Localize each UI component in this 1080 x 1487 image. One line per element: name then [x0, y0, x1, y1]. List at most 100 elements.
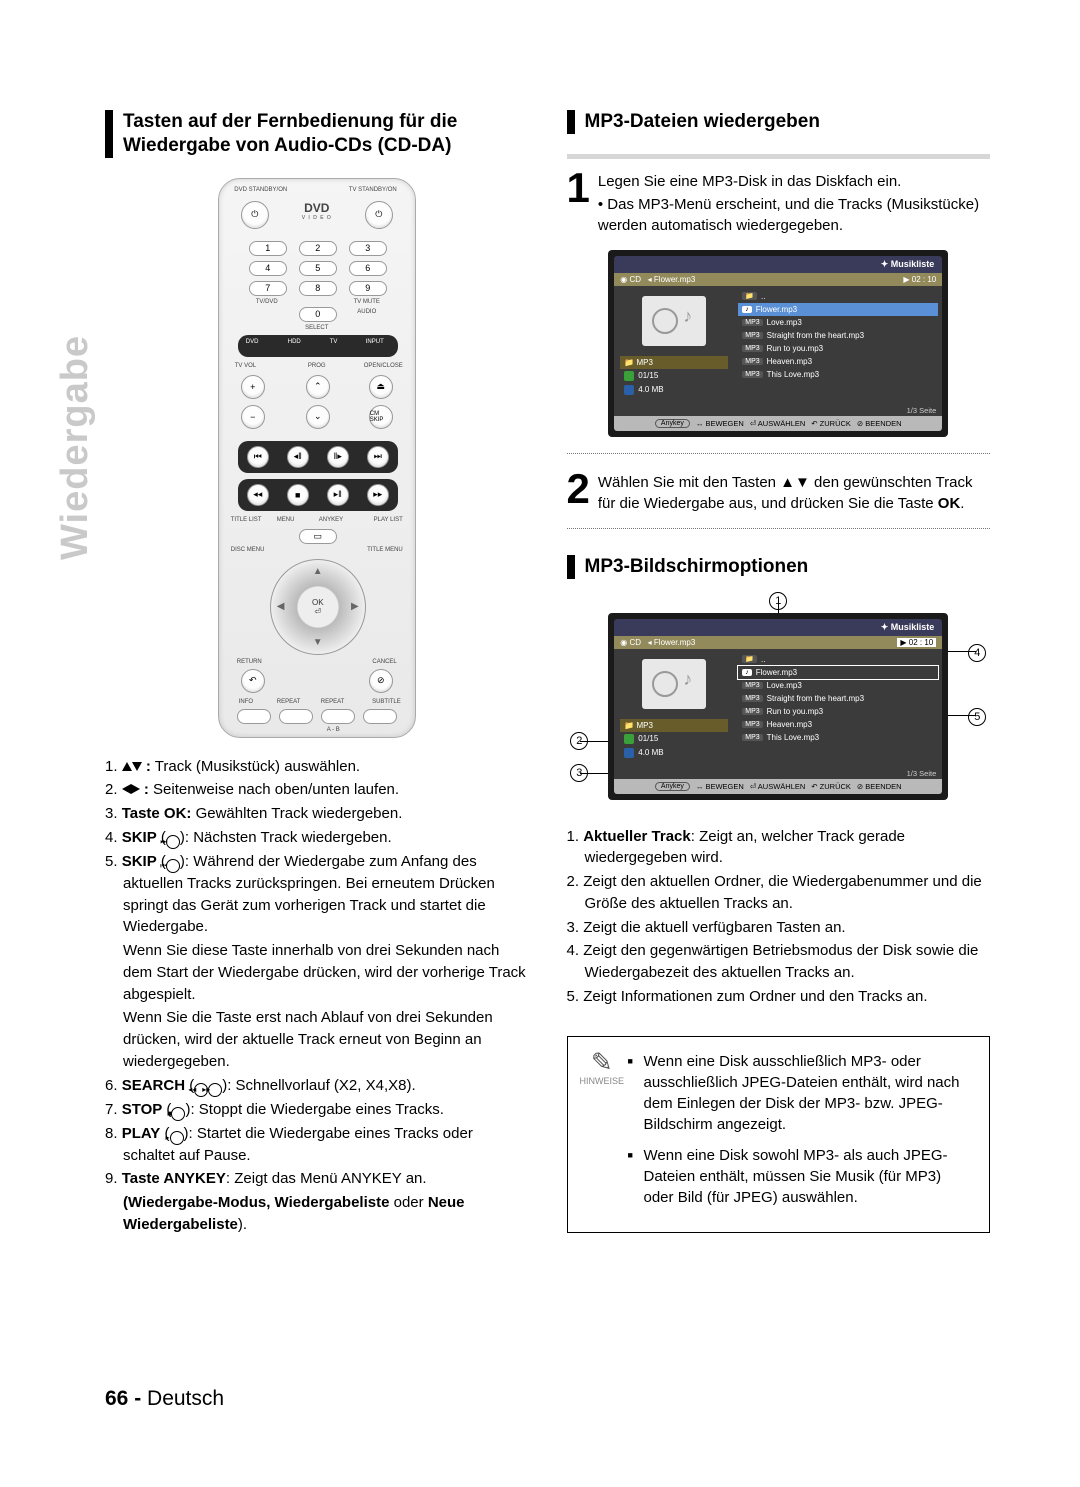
- cancel-icon: ⊘: [369, 669, 393, 693]
- num-button: 6: [349, 261, 387, 276]
- dvd-logo-sub: V I D E O: [219, 215, 415, 221]
- remote-label: INPUT: [366, 339, 384, 345]
- size-icon: [624, 385, 634, 395]
- step-back-icon: ◂‖: [287, 446, 309, 468]
- transport-bar: ⏮ ◂‖ ‖▸ ⏭: [238, 441, 398, 473]
- stop-icon: ■: [171, 1107, 185, 1121]
- source-bar: DVD HDD TV INPUT: [238, 335, 398, 357]
- step-fwd-icon: ‖▸: [327, 446, 349, 468]
- left-heading: Tasten auf der Fernbedienung für die Wie…: [105, 110, 529, 158]
- remote-label: SELECT: [219, 325, 415, 331]
- now-playing-icon: ♪: [742, 306, 752, 313]
- list-item: 7. STOP (■): Stoppt die Wiedergabe eines…: [105, 1099, 529, 1121]
- remote-label: PLAY LIST: [374, 517, 403, 523]
- note-item: Wenn eine Disk ausschließlich MP3- oder …: [628, 1051, 976, 1135]
- page-indicator: 1/3 Seite: [614, 768, 942, 779]
- num-button: 7: [249, 281, 287, 296]
- remote-label: TV/DVD: [243, 299, 291, 305]
- ffwd-icon: ▸▸: [367, 484, 389, 506]
- divider: [567, 154, 991, 159]
- info-button: [237, 709, 271, 724]
- list-item: 3. Zeigt die aktuell verfügbaren Tasten …: [567, 917, 991, 939]
- screen-options-list: 1. Aktueller Track: Zeigt an, welcher Tr…: [567, 826, 991, 1008]
- anykey-button: ▭: [299, 529, 337, 544]
- repeat-ab-button: [321, 709, 355, 724]
- mp3-icon: MP3: [742, 721, 762, 728]
- remote-label: REPEAT: [277, 699, 301, 705]
- subtitle-button: [363, 709, 397, 724]
- remote-label: A - B: [327, 727, 340, 733]
- num-button: 5: [299, 261, 337, 276]
- track-list: 📁.. ♪Flower.mp3 MP3Love.mp3 MP3Straight …: [734, 286, 942, 405]
- list-item: 8. PLAY (▸): Startet die Wiedergabe eine…: [105, 1123, 529, 1167]
- remote-label: TV STANDBY/ON: [345, 187, 401, 193]
- remote-label: DVD STANDBY/ON: [233, 187, 289, 193]
- num-button: 4: [249, 261, 287, 276]
- mp3-icon: MP3: [742, 695, 762, 702]
- album-art-icon: [642, 296, 706, 346]
- remote-functions-list: 1. : Track (Musikstück) auswählen. 2. : …: [105, 756, 529, 1236]
- up-icon: [122, 762, 132, 771]
- list-item: 2. Zeigt den aktuellen Ordner, die Wiede…: [567, 871, 991, 915]
- rewind-icon: ◂◂: [247, 484, 269, 506]
- num-button: 1: [249, 241, 287, 256]
- osd-footer: Anykey ↔ BEWEGEN ⏎ AUSWÄHLEN ↶ ZURÜCK ⊘ …: [614, 779, 942, 794]
- transport-bar: ◂◂ ■ ▸‖ ▸▸: [238, 479, 398, 511]
- main-columns: Tasten auf der Fernbedienung für die Wie…: [105, 110, 990, 1238]
- repeat-button: [279, 709, 313, 724]
- remote-label: DVD: [246, 339, 259, 345]
- mp3-icon: MP3: [742, 332, 762, 339]
- divider: [567, 528, 991, 529]
- list-item: (Wiedergabe-Modus, Wiedergabeliste oder …: [105, 1192, 529, 1236]
- list-item: Wenn Sie die Taste erst nach Ablauf von …: [105, 1007, 529, 1072]
- right-heading-2: MP3-Bildschirmoptionen: [567, 555, 991, 579]
- list-item: 6. SEARCH (◂◂▸▸): Schnellvorlauf (X2, X4…: [105, 1075, 529, 1097]
- dpad: ▲ ▼ ◀ ▶: [270, 559, 366, 655]
- mp3-icon: MP3: [742, 371, 762, 378]
- vol-down-icon: −: [241, 405, 265, 429]
- left-column: Tasten auf der Fernbedienung für die Wie…: [105, 110, 529, 1238]
- list-item: 4. SKIP (⏭): Nächsten Track wiedergeben.: [105, 827, 529, 849]
- step-number: 2: [567, 472, 590, 510]
- play-status-icon: [624, 371, 634, 381]
- play-status-icon: [624, 734, 634, 744]
- remote-label: ANYKEY: [319, 517, 343, 523]
- eject-icon: ⏏: [369, 375, 393, 399]
- step-2: 2 Wählen Sie mit den Tasten ▲▼ den gewün…: [567, 472, 991, 514]
- prog-up-icon: ⌃: [306, 375, 330, 399]
- remote-label: CANCEL: [372, 659, 396, 665]
- now-playing-icon: ♪: [742, 669, 752, 676]
- mp3-icon: MP3: [742, 358, 762, 365]
- remote-label: TITLE MENU: [367, 547, 403, 553]
- list-item: 5. Zeigt Informationen zum Ordner und de…: [567, 986, 991, 1008]
- next-icon: ⏭: [367, 446, 389, 468]
- prog-down-icon: ⌄: [306, 405, 330, 429]
- remote-label: TITLE LIST: [231, 517, 262, 523]
- mp3-icon: MP3: [742, 734, 762, 741]
- num-button: 9: [349, 281, 387, 296]
- osd-footer: Anykey ↔ BEWEGEN ⏎ AUSWÄHLEN ↶ ZURÜCK ⊘ …: [614, 416, 942, 431]
- dvd-logo: DVD: [219, 201, 415, 215]
- right-heading-1: MP3-Dateien wiedergeben: [567, 110, 991, 134]
- search-icon: ▸▸: [208, 1083, 222, 1097]
- page-footer: 66 - Deutsch: [105, 1387, 224, 1411]
- side-tab-label: Wiedergabe: [54, 335, 97, 560]
- skip-prev-icon: ⏮: [166, 859, 180, 873]
- step-1: 1 Legen Sie eine MP3-Disk in das Diskfac…: [567, 171, 991, 236]
- note-icon: ✎HINWEISE: [580, 1049, 625, 1088]
- remote-label: HDD: [288, 339, 301, 345]
- list-item: 3. Taste OK: Gewählten Track wiedergeben…: [105, 803, 529, 825]
- skip-next-icon: ⏭: [166, 835, 180, 849]
- note-item: Wenn eine Disk sowohl MP3- als auch JPEG…: [628, 1145, 976, 1208]
- num-button: 2: [299, 241, 337, 256]
- num-button: 3: [349, 241, 387, 256]
- return-icon: ↶: [241, 669, 265, 693]
- play-pause-icon: ▸‖: [327, 484, 349, 506]
- remote-illustration: DVD STANDBY/ON TV STANDBY/ON ⏻ ⏻ DVD V I…: [218, 178, 416, 738]
- hints-box: ✎HINWEISE Wenn eine Disk ausschließlich …: [567, 1036, 991, 1233]
- folder-icon: 📁: [742, 292, 757, 300]
- callout-5: 5: [968, 708, 986, 726]
- remote-label: RETURN: [237, 659, 262, 665]
- cm-skip-icon: CM SKIP: [369, 405, 393, 429]
- page-indicator: 1/3 Seite: [614, 405, 942, 416]
